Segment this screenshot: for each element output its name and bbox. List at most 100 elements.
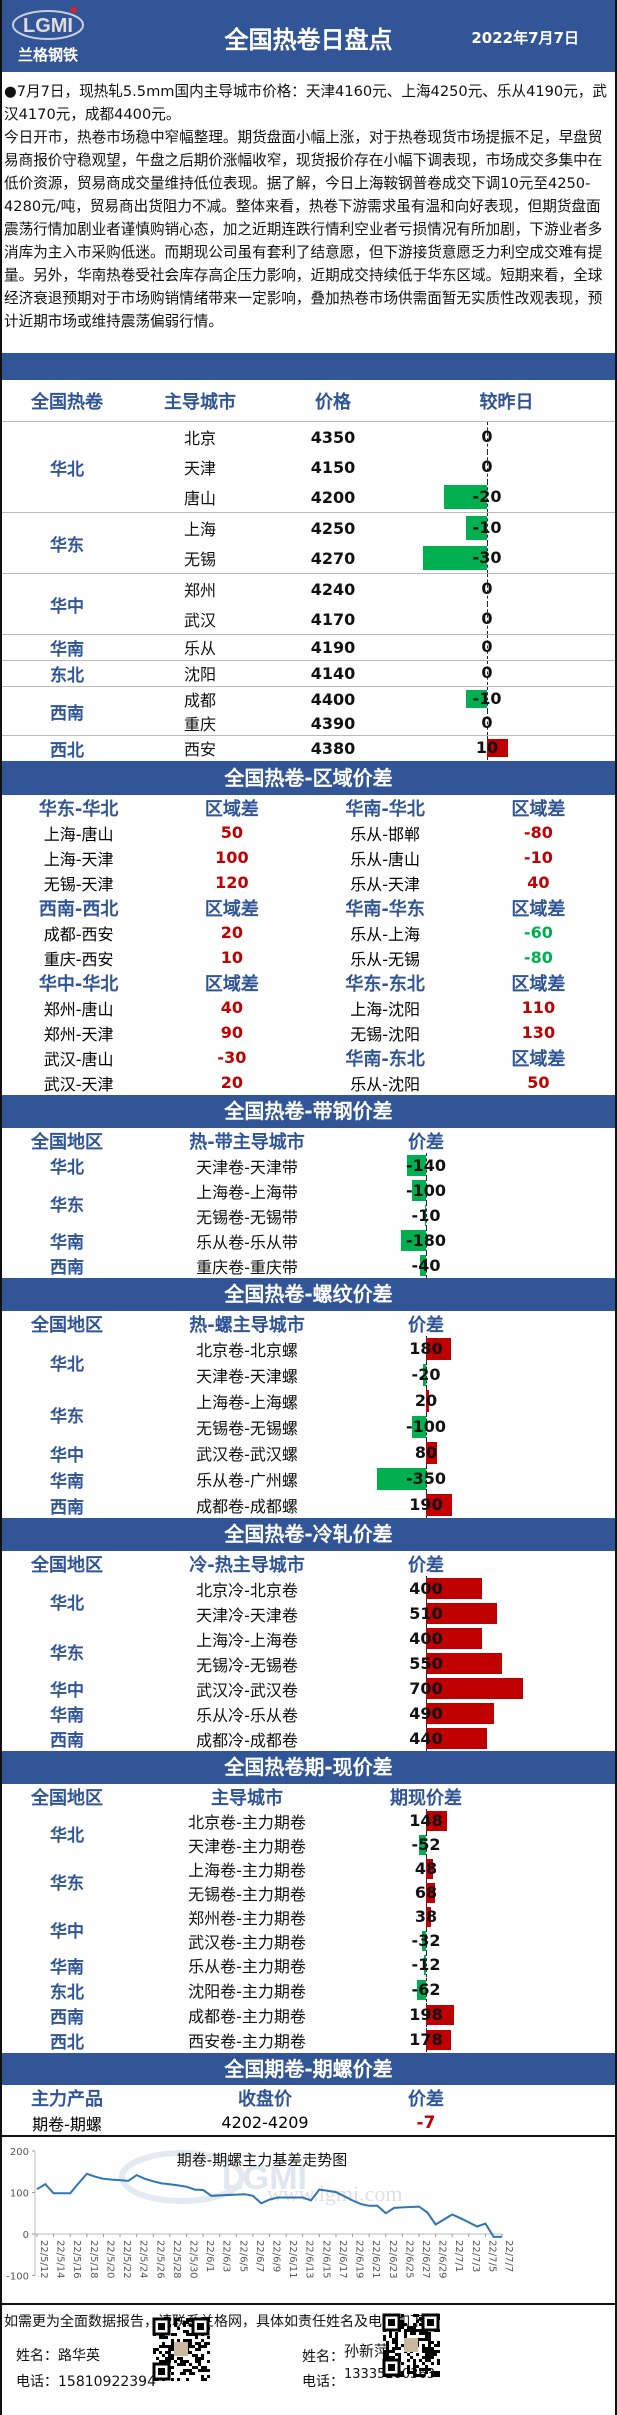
change-value: 0 — [481, 663, 492, 683]
spread-row: 武汉卷-主力期卷-32 — [132, 1929, 615, 1953]
x-tick-label: 22/5/20 — [104, 2240, 115, 2279]
diff-header: 区域差 — [155, 970, 308, 996]
spread-cell: 550 — [362, 1651, 615, 1676]
city-pair: 乐从-唐山 — [309, 846, 462, 870]
x-tick-label: 22/5/28 — [171, 2240, 182, 2279]
spread-value: -20 — [412, 1365, 441, 1385]
city-pair: 郑州-唐山 — [2, 996, 155, 1020]
x-tick-label: 22/5/24 — [138, 2240, 149, 2279]
diff-value: 130 — [462, 1023, 615, 1042]
region-label: 西南 — [2, 687, 132, 735]
city-pair: 无锡卷-主力期卷 — [132, 1881, 362, 1905]
region-label: 西南 — [2, 2003, 132, 2028]
city-name: 郑州 — [132, 577, 268, 601]
region-label: 东北 — [2, 661, 132, 686]
city-pair: 乐从-沈阳 — [309, 1071, 462, 1095]
diff-value: 50 — [462, 1073, 615, 1092]
contact-phone: 15810922394 — [58, 2374, 156, 2390]
column-header: 期现价差 — [362, 1784, 490, 1810]
x-tick-label: 22/6/3 — [221, 2240, 232, 2272]
change-cell: 0 — [398, 635, 615, 659]
summary-analysis: 今日开市，热卷市场稳中窄幅整理。期货盘面小幅上涨，对于热卷现货市场提振不足，早盘… — [4, 126, 613, 333]
city-pair: 成都冷-成都卷 — [132, 1727, 362, 1751]
spread-cell: 180 — [362, 1336, 615, 1362]
x-tick-label: 22/6/1 — [204, 2240, 215, 2272]
city-pair: 无锡-沈阳 — [309, 1021, 462, 1045]
market-summary: ●7月7日，现热轧5.5mm国内主导城市价格：天津4160元、上海4250元、乐… — [2, 72, 615, 353]
spread-value: -100 — [406, 1181, 446, 1201]
city-pair: 上海-沈阳 — [309, 996, 462, 1020]
diff-value: 40 — [155, 998, 308, 1017]
region-label: 西北 — [2, 2028, 132, 2053]
spread-cell: 198 — [362, 2003, 615, 2027]
y-tick-label: 0 — [23, 2230, 29, 2241]
spread-value: 400 — [409, 1629, 442, 1649]
y-tick-label: 100 — [10, 2189, 29, 2200]
city-pair: 成都卷-成都螺 — [132, 1493, 362, 1517]
x-tick-label: 22/5/22 — [121, 2240, 132, 2279]
contact-1-name: 姓名：路华英 — [16, 2345, 100, 2365]
column-header: 价差 — [362, 1128, 490, 1154]
regional-row: 乐从-上海-60 — [309, 920, 616, 945]
x-tick-label: 22/6/15 — [320, 2240, 331, 2279]
region-label: 华东 — [2, 1178, 132, 1228]
spread-value: -62 — [412, 1980, 441, 2000]
region-label: 华东 — [2, 1857, 132, 1905]
price-value: 4380 — [268, 739, 398, 758]
spread-cell: 510 — [362, 1601, 615, 1626]
pair-name: 西南-西北 — [2, 895, 155, 921]
report-date: 2022年7月7日 — [471, 27, 579, 48]
spread-value: 48 — [415, 1859, 437, 1879]
diff-header: 区域差 — [462, 970, 615, 996]
spread-cell: -100 — [362, 1414, 615, 1440]
futures-diff: -7 — [398, 2113, 454, 2133]
section-divider — [2, 353, 615, 380]
spread-cell: 68 — [362, 1881, 615, 1905]
regional-row: 乐从-邯郸-80 — [309, 820, 616, 845]
x-tick-label: 22/6/11 — [287, 2240, 298, 2279]
change-cell: -10 — [398, 687, 615, 711]
spread-value: 148 — [409, 1811, 442, 1831]
spread-cell: 400 — [362, 1576, 615, 1601]
region-label: 华中 — [2, 574, 132, 634]
column-header: 价差 — [362, 1551, 490, 1577]
x-tick-label: 22/6/9 — [271, 2240, 282, 2272]
region-label: 西南 — [2, 1492, 132, 1518]
city-pair: 重庆-西安 — [2, 946, 155, 970]
regional-pair-header: 西南-西北区域差 — [2, 895, 309, 920]
city-pair: 天津卷-天津带 — [132, 1154, 362, 1178]
spread-value: 700 — [409, 1679, 442, 1699]
price-value: 4140 — [268, 664, 398, 683]
spread-title: 全国热卷-螺纹价差 — [2, 1278, 615, 1311]
regional-pair-header: 华南-华东区域差 — [309, 895, 616, 920]
spread-value: 20 — [415, 1391, 437, 1411]
x-tick-label: 22/6/19 — [354, 2240, 365, 2279]
spread-cell: 48 — [362, 1857, 615, 1881]
spread-cell: 190 — [362, 1492, 615, 1518]
regional-pair-header: 华中-华北区域差 — [2, 970, 309, 995]
contact-name: 路华英 — [58, 2348, 100, 2364]
city-name: 沈阳 — [132, 661, 268, 685]
spread-cell: 148 — [362, 1809, 615, 1833]
